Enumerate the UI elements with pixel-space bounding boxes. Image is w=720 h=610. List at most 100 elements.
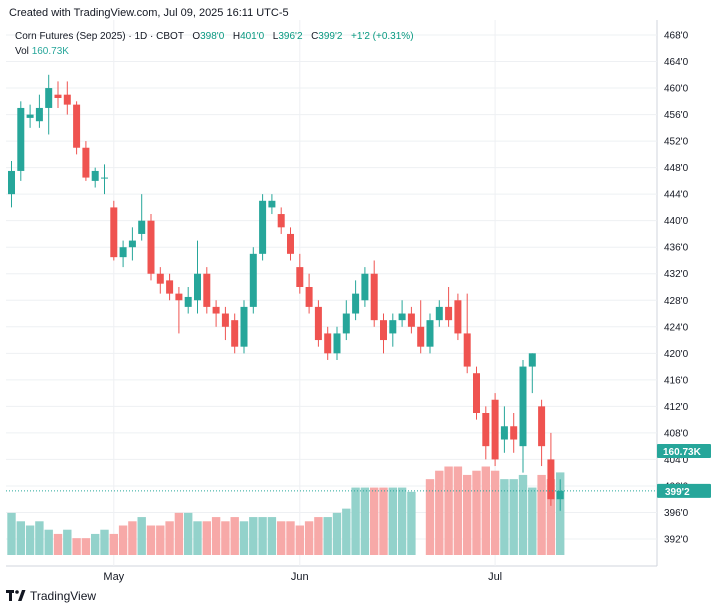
close-value: 399'2 <box>318 31 343 42</box>
candle-body <box>110 207 118 258</box>
candle-body <box>556 490 564 500</box>
candle-body <box>203 273 211 307</box>
candle-body <box>194 273 201 301</box>
price-tick-label: 468'0 <box>664 31 689 42</box>
price-tick-label: 432'0 <box>664 269 689 280</box>
volume-bar <box>137 517 146 555</box>
volume-bar <box>472 470 481 555</box>
tradingview-footer[interactable]: TradingView <box>6 588 96 604</box>
candle-body <box>268 200 276 208</box>
price-tick-label: 448'0 <box>664 163 689 174</box>
volume-bar <box>546 479 556 555</box>
volume-bar <box>435 470 444 555</box>
volume-bar <box>509 479 518 555</box>
volume-bar <box>63 529 72 555</box>
volume-bar <box>397 487 407 555</box>
candle-body <box>259 200 267 254</box>
volume-bar <box>25 525 35 555</box>
candle-body <box>407 313 415 327</box>
volume-bar <box>249 517 258 555</box>
candle-body <box>482 413 490 447</box>
volume-bar <box>35 521 44 555</box>
candle-body <box>101 177 108 179</box>
price-tick-label: 408'0 <box>664 428 689 439</box>
symbol-title[interactable]: Corn Futures (Sep 2025) · 1D · CBOT <box>15 31 184 42</box>
volume-bar <box>174 512 184 555</box>
volume-bar <box>295 525 304 555</box>
volume-bar <box>323 517 332 555</box>
low-label: L <box>272 31 279 42</box>
candle-body <box>17 107 25 171</box>
high-value: 401'0 <box>240 31 265 42</box>
volume-bar <box>481 466 490 555</box>
volume-bar <box>193 521 202 555</box>
volume-bar <box>211 517 221 555</box>
price-tick-label: 392'0 <box>664 535 689 546</box>
volume-bar <box>407 491 416 555</box>
candle-body <box>305 287 313 307</box>
candle-layer <box>8 74 564 511</box>
volume-bar <box>91 533 100 555</box>
candle-body <box>333 333 341 354</box>
volume-bar <box>370 487 379 555</box>
volume-bar <box>165 521 174 555</box>
volume-bar <box>304 521 314 555</box>
volume-bar <box>184 512 193 555</box>
candle-body <box>128 240 136 248</box>
candle-body <box>175 293 183 301</box>
candle-body <box>221 313 229 327</box>
volume-bar <box>277 521 286 555</box>
candle-body <box>91 170 99 181</box>
candle-body <box>538 406 546 447</box>
high-label: H <box>232 31 241 42</box>
volume-bar <box>463 474 472 555</box>
volume-bar <box>128 521 137 555</box>
price-tick-label: 396'0 <box>664 508 689 519</box>
volume-bar <box>7 512 16 555</box>
chart-legend: Corn Futures (Sep 2025) · 1D · CBOT O398… <box>15 31 414 42</box>
price-tick-label: 456'0 <box>664 110 689 121</box>
price-tick-label: 436'0 <box>664 243 689 254</box>
volume-legend: Vol 160.73K <box>15 46 69 57</box>
volume-bar <box>100 529 109 555</box>
candle-body <box>287 233 294 254</box>
volume-bar <box>537 474 546 555</box>
candle-body <box>500 426 508 440</box>
volume-bar <box>360 487 370 555</box>
volume-bar <box>351 487 360 555</box>
candle-body <box>119 247 127 258</box>
price-tick-label: 460'0 <box>664 84 689 95</box>
volume-bar <box>286 521 295 555</box>
candle-body <box>519 366 527 447</box>
candle-body <box>54 94 62 98</box>
volume-bar <box>314 517 323 555</box>
volume-bar <box>528 487 537 555</box>
volume-bar <box>44 529 53 555</box>
price-tick-label: 420'0 <box>664 349 689 360</box>
candle-body <box>231 320 239 347</box>
candle-body <box>473 373 480 413</box>
time-tick-label: Jul <box>488 571 502 583</box>
time-tick-label: Jun <box>291 571 309 583</box>
candle-body <box>73 104 81 148</box>
tradingview-brand: TradingView <box>30 589 97 603</box>
price-labels: 399'2 160.73K <box>6 444 711 498</box>
price-tick-label: 444'0 <box>664 190 689 201</box>
candle-body <box>26 114 34 118</box>
candle-body <box>547 459 555 500</box>
volume-bar <box>453 466 463 555</box>
candle-body <box>454 300 462 334</box>
volume-label[interactable]: Vol <box>15 46 29 57</box>
candle-body <box>138 220 146 234</box>
candle-body <box>426 320 434 347</box>
volume-bar <box>444 466 453 555</box>
candle-body <box>491 399 499 460</box>
last-price-label: 399'2 <box>665 487 690 498</box>
last-volume-label: 160.73K <box>663 447 702 458</box>
volume-bar <box>332 512 342 555</box>
price-tick-label: 428'0 <box>664 296 689 307</box>
volume-bar <box>239 521 249 555</box>
open-label: O <box>192 31 201 42</box>
candle-body <box>8 170 15 195</box>
